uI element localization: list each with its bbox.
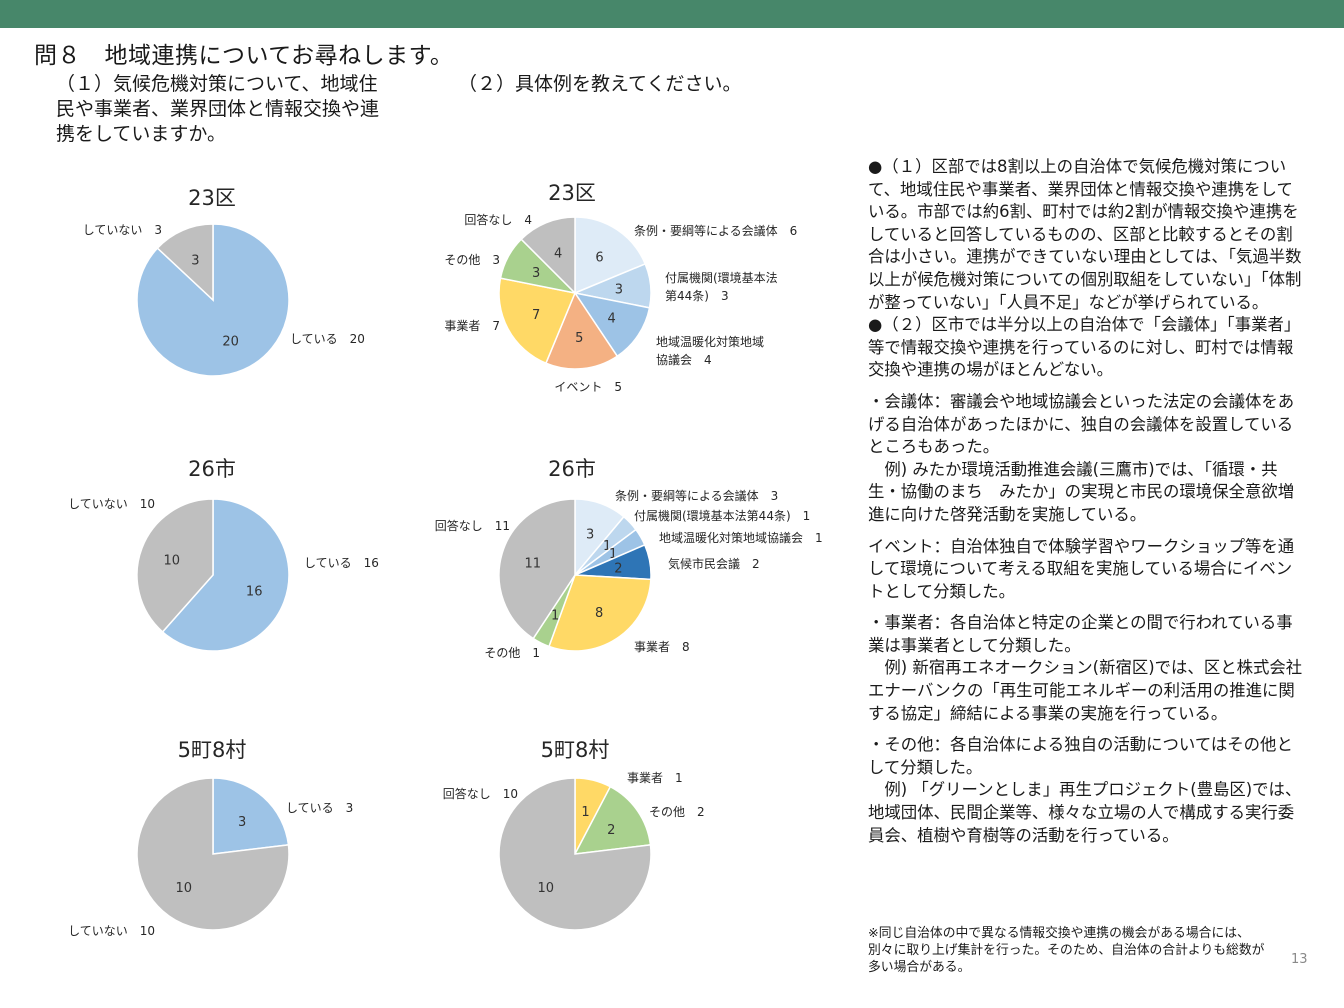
slice-category-label: している 20 [290, 332, 365, 346]
pie-slice [573, 291, 651, 358]
slice-value-label: 1 [603, 539, 611, 554]
page-title: 問８ 地域連携についてお尋ねします。 [34, 43, 454, 69]
slice-category-label: 回答なし 10 [443, 786, 518, 801]
slice-value-label: 10 [164, 553, 181, 568]
slice-value-label: 2 [614, 561, 622, 576]
chart-title-5: 5町8村 [541, 738, 610, 762]
slice-value-label: 1 [581, 805, 589, 820]
pie-slice [544, 291, 619, 370]
explanation-panel: ●（１）区部では8割以上の自治体で気候危機対策について、地域住民や事業者、業界団… [868, 156, 1308, 847]
pie-slice [136, 777, 290, 931]
slice-value-label: 10 [538, 881, 555, 896]
slice-category-label: している 16 [304, 556, 379, 570]
slice-value-label: 10 [176, 881, 193, 896]
pie-slice [520, 216, 576, 295]
question-1: （１）気候危機対策について、地域住民や事業者、業界団体と情報交換や連携をしていま… [56, 73, 380, 145]
slice-value-label: 2 [607, 823, 615, 838]
explanation-1: ●（１）区部では8割以上の自治体で気候危機対策について、地域住民や事業者、業界団… [868, 157, 1302, 312]
slice-value-label: 3 [532, 266, 540, 281]
slice-category-label: 回答なし 4 [464, 212, 532, 227]
slice-category-label: していない 10 [68, 924, 155, 938]
slice-category-label: 付属機関(環境基本法第44条) 1 [634, 508, 810, 523]
slice-category-label: イベント 5 [554, 380, 622, 394]
slice-value-label: 1 [609, 547, 617, 562]
slice-value-label: 5 [575, 331, 583, 346]
slice-value-label: 11 [525, 556, 542, 571]
slice-category-label: 事業者 7 [444, 319, 500, 333]
footnote: ※同じ自治体の中で異なる情報交換や連携の機会がある場合には、別々に取り上げ集計を… [868, 926, 1265, 975]
slice-value-label: 7 [532, 308, 540, 323]
slice-value-label: 3 [238, 815, 246, 830]
pie-slice [574, 216, 647, 295]
slice-category-label: 事業者 8 [634, 640, 690, 654]
slice-category-label: 条例・要綱等による会議体 6 [634, 224, 797, 238]
explanation-2: ●（２）区市では半分以上の自治体で「会議体」「事業者」等で情報交換や連携を行って… [868, 315, 1301, 380]
pie-slice [498, 498, 576, 640]
slice-category-label: 地域温暖化対策地域協議会 1 [659, 530, 823, 545]
slice-category-label: 事業者 1 [627, 771, 683, 785]
page-number: 13 [1291, 952, 1308, 967]
chart-title-2: 26市 [188, 457, 236, 481]
pie-slice [498, 777, 652, 931]
chart-title-1: 23区 [548, 181, 596, 205]
slice-category-label: 付属機関(環境基本法 [665, 270, 778, 285]
explanation-5: ・事業者：各自治体と特定の企業との間で行われている事業は事業者として分類した。 … [868, 613, 1303, 723]
pie-slice [548, 574, 652, 652]
explanation-4: イベント：自治体独自で体験学習やワークショップ等を通して環境について考える取組を… [868, 536, 1295, 601]
slice-category-label: その他 2 [649, 805, 705, 819]
slice-category-label: 気候市民会議 2 [668, 556, 760, 571]
pie-slice [156, 223, 214, 302]
slice-category-label: その他 1 [484, 646, 540, 660]
slice-category-label: していない 10 [68, 497, 155, 511]
explanation-3: ・会議体：審議会や地域協議会といった法定の会議体をあげる自治体があったほかに、独… [868, 391, 1295, 524]
slice-category-label: 地域温暖化対策地域 [656, 335, 764, 349]
slice-value-label: 6 [595, 250, 603, 265]
pie-slice [161, 498, 290, 652]
slice-category-label: 第44条) 3 [665, 289, 729, 303]
question-2: （２）具体例を教えてください。 [458, 73, 742, 95]
slice-value-label: 20 [222, 334, 239, 349]
slice-category-label: 条例・要綱等による会議体 3 [615, 489, 778, 503]
slice-value-label: 8 [595, 606, 603, 621]
explanation-6: ・その他：各自治体による独自の活動についてはその他として分類した。 例) 「グリ… [868, 735, 1302, 845]
chart-title-3: 26市 [548, 457, 596, 481]
slice-value-label: 3 [615, 283, 623, 298]
slice-category-label: していない 3 [83, 223, 162, 237]
slice-value-label: 16 [246, 585, 263, 600]
slice-value-label: 1 [551, 608, 559, 623]
slice-value-label: 3 [586, 528, 594, 543]
slice-value-label: 4 [608, 312, 616, 327]
pie-slice [212, 777, 290, 855]
pie-slice [573, 785, 652, 855]
pie-slice [136, 223, 290, 377]
slice-category-label: その他 3 [444, 253, 500, 267]
header-bar [0, 0, 1344, 28]
slice-category-label: 協議会 4 [656, 352, 712, 367]
slice-value-label: 3 [191, 254, 199, 269]
pie-slice [136, 498, 214, 633]
chart-title-0: 23区 [188, 186, 236, 210]
slice-category-label: 回答なし 11 [435, 518, 510, 533]
chart-title-4: 5町8村 [178, 738, 247, 762]
slice-category-label: している 3 [286, 801, 353, 815]
pie-slice [498, 277, 577, 365]
slice-value-label: 4 [554, 246, 562, 261]
